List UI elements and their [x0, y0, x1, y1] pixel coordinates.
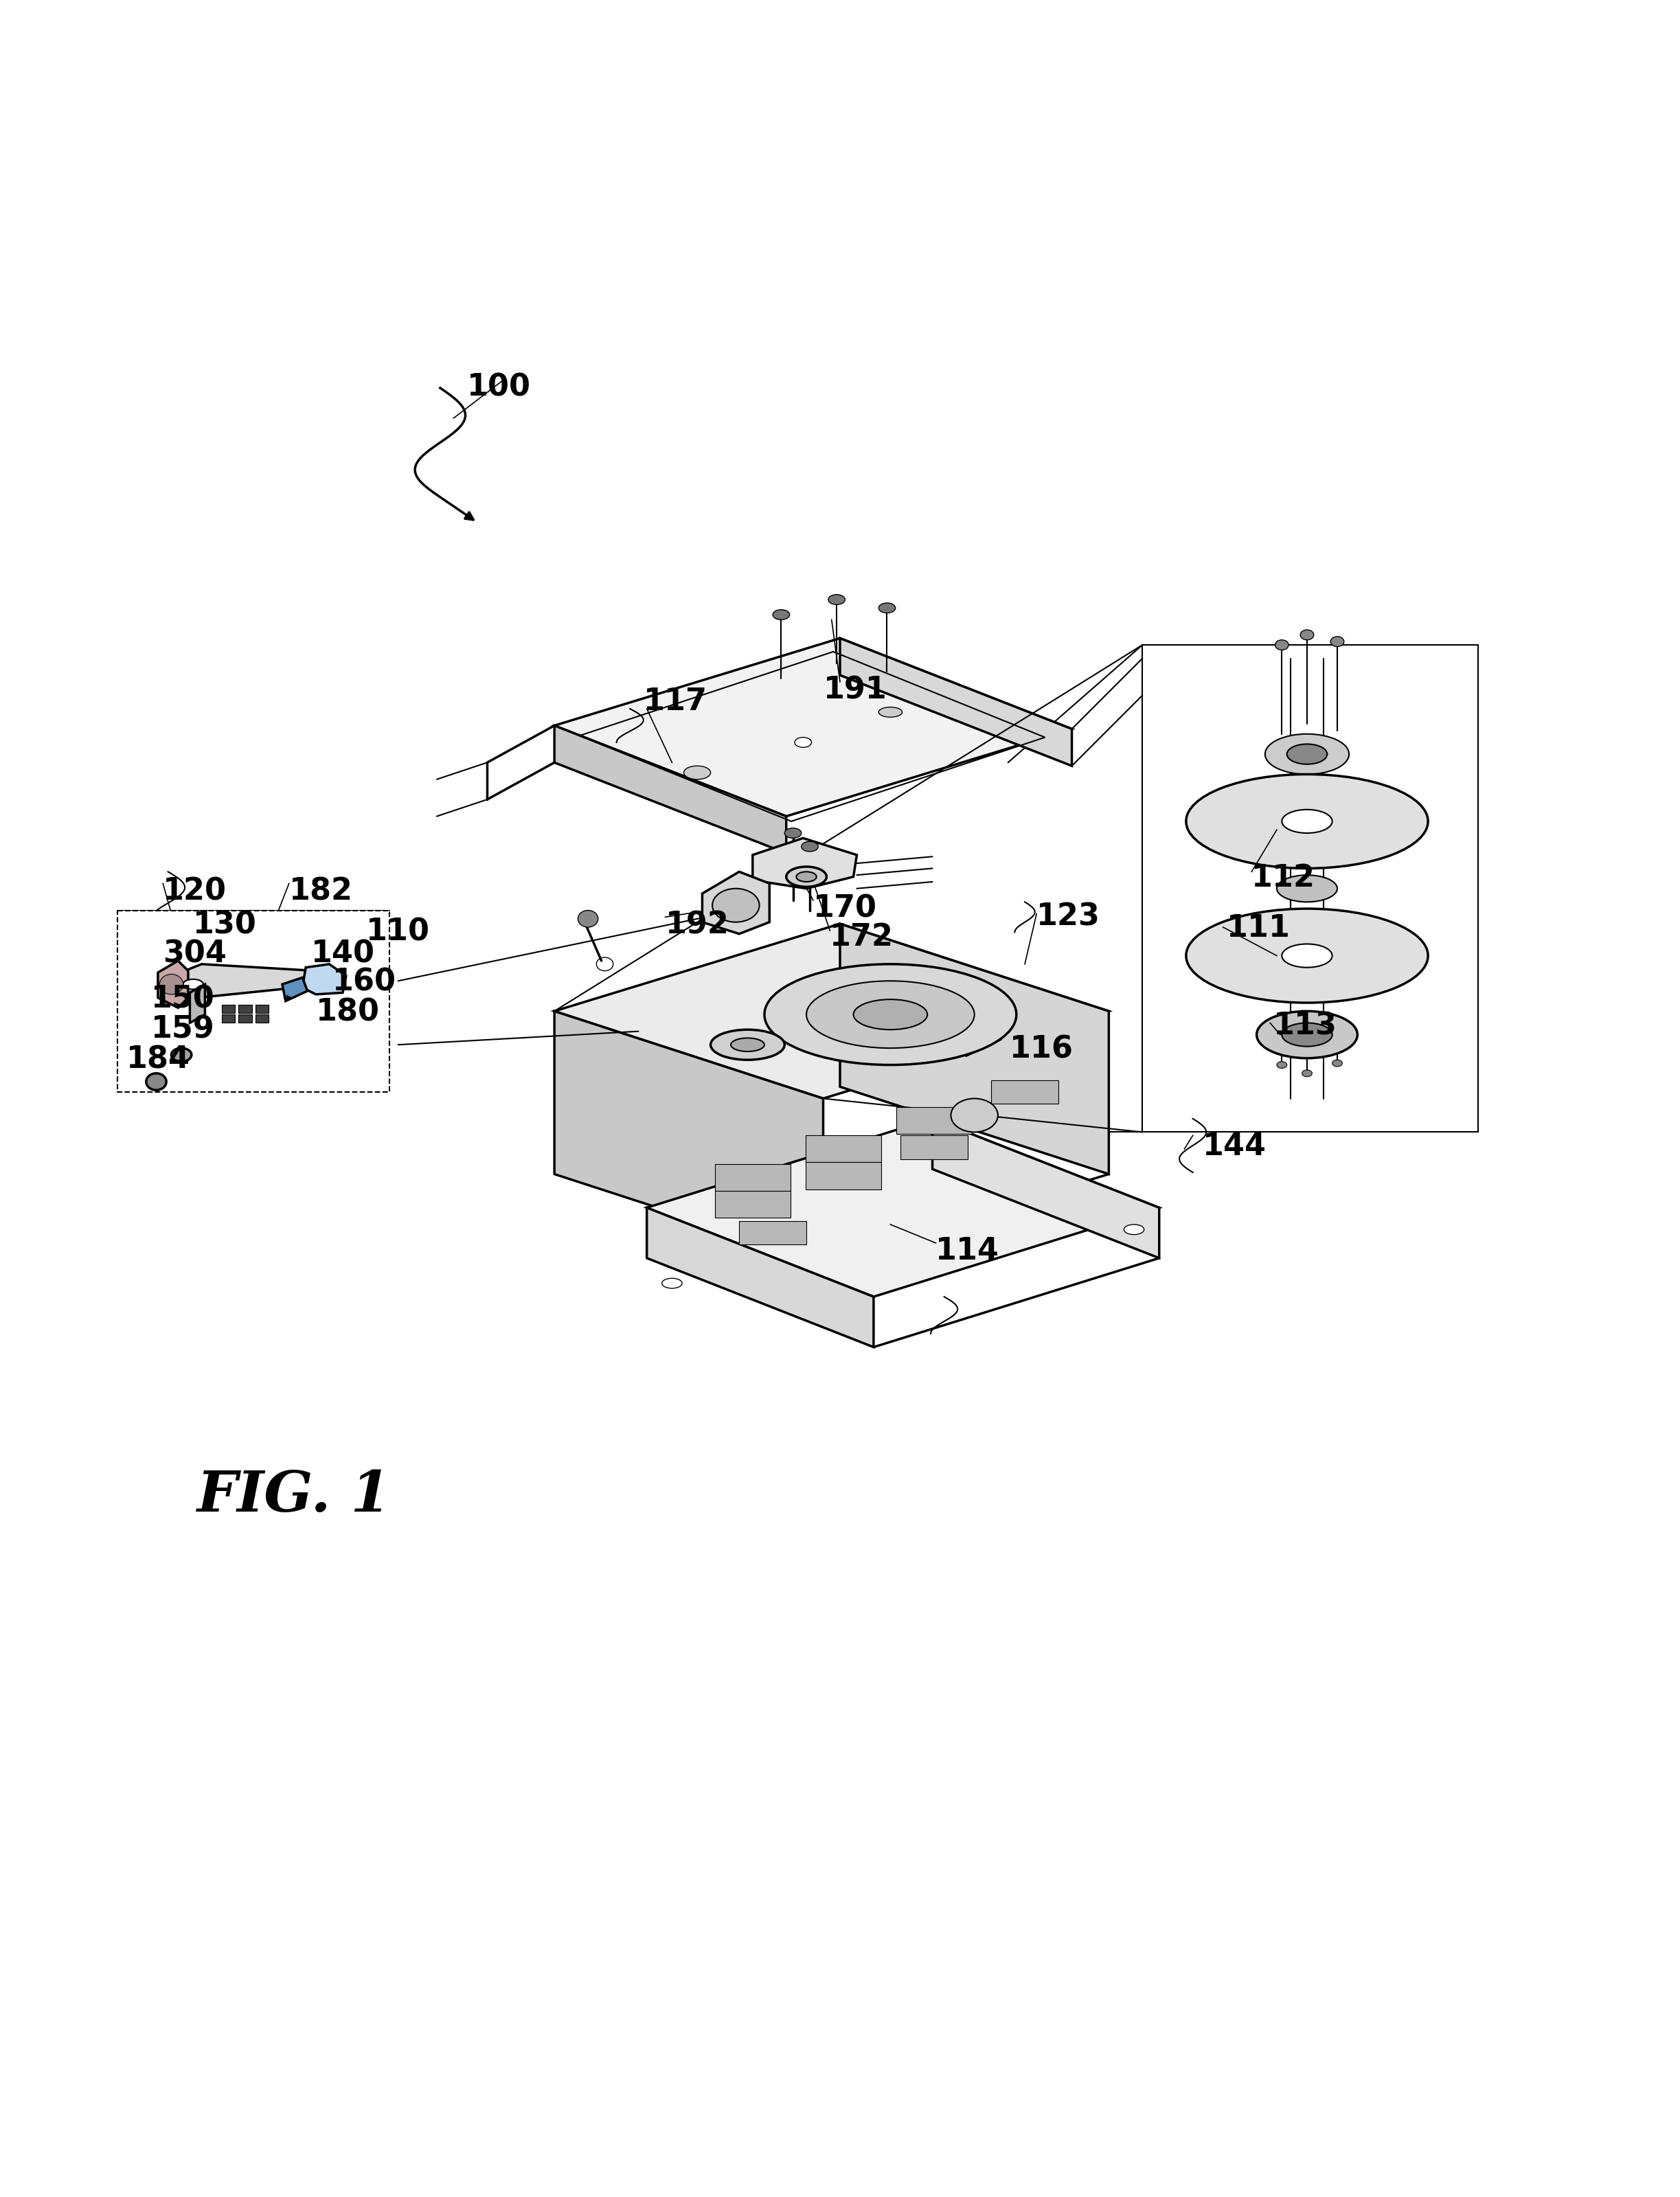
Bar [716, 1191, 790, 1217]
Text: 192: 192 [665, 910, 729, 940]
Text: 123: 123 [1037, 903, 1100, 932]
Ellipse shape [773, 609, 790, 620]
Ellipse shape [1277, 874, 1337, 903]
Polygon shape [753, 837, 857, 888]
Bar [255, 1015, 269, 1024]
Ellipse shape [853, 1000, 927, 1030]
Text: 100: 100 [467, 373, 531, 402]
Bar [806, 1162, 880, 1189]
Bar [1142, 646, 1478, 1131]
Text: 191: 191 [823, 674, 887, 705]
Ellipse shape [684, 767, 711, 780]
Bar [255, 1004, 269, 1013]
Ellipse shape [1265, 734, 1349, 773]
Polygon shape [647, 1208, 874, 1347]
Polygon shape [158, 960, 188, 1008]
Ellipse shape [764, 964, 1016, 1066]
Text: 184: 184 [126, 1046, 190, 1074]
Text: 120: 120 [163, 877, 227, 907]
Ellipse shape [1287, 745, 1327, 765]
Ellipse shape [951, 1098, 998, 1131]
Text: 182: 182 [289, 877, 353, 907]
Bar [991, 1081, 1058, 1103]
Text: 144: 144 [1203, 1131, 1267, 1162]
Ellipse shape [1282, 945, 1332, 967]
Polygon shape [647, 1118, 1159, 1296]
Ellipse shape [1300, 631, 1314, 639]
Text: 117: 117 [643, 688, 707, 716]
Ellipse shape [1186, 910, 1428, 1002]
Text: 110: 110 [366, 916, 430, 947]
Bar [806, 1136, 880, 1162]
Ellipse shape [879, 707, 902, 716]
Ellipse shape [796, 872, 816, 881]
Ellipse shape [1257, 1011, 1357, 1059]
Polygon shape [181, 964, 316, 997]
Ellipse shape [1331, 637, 1344, 646]
Bar [222, 1004, 235, 1013]
Text: FIG. 1: FIG. 1 [197, 1468, 391, 1523]
Bar [118, 910, 390, 1092]
Text: 304: 304 [163, 938, 227, 969]
Ellipse shape [731, 1037, 764, 1052]
Ellipse shape [711, 1030, 785, 1059]
Ellipse shape [795, 738, 811, 747]
Text: 130: 130 [193, 910, 257, 940]
Ellipse shape [183, 980, 203, 989]
Ellipse shape [786, 866, 827, 888]
Polygon shape [554, 923, 1109, 1098]
Polygon shape [190, 984, 205, 1024]
Text: 112: 112 [1252, 863, 1315, 892]
Polygon shape [282, 978, 307, 1002]
Text: 180: 180 [316, 997, 380, 1028]
Text: 150: 150 [151, 984, 215, 1013]
Ellipse shape [785, 828, 801, 837]
Ellipse shape [578, 910, 598, 927]
Ellipse shape [1275, 639, 1289, 650]
Ellipse shape [879, 602, 895, 613]
Ellipse shape [1124, 1224, 1144, 1235]
Ellipse shape [806, 980, 974, 1048]
Ellipse shape [801, 841, 818, 852]
Polygon shape [702, 872, 769, 934]
Text: 111: 111 [1226, 914, 1290, 943]
Polygon shape [554, 725, 786, 852]
Ellipse shape [171, 1048, 192, 1061]
Polygon shape [554, 637, 1072, 817]
Ellipse shape [160, 973, 183, 995]
Polygon shape [840, 923, 1109, 1173]
Ellipse shape [171, 973, 215, 995]
Bar [239, 1015, 252, 1024]
Bar [222, 1015, 235, 1024]
Ellipse shape [146, 1074, 166, 1090]
Ellipse shape [1277, 1061, 1287, 1068]
Text: 114: 114 [936, 1237, 1000, 1265]
Text: 113: 113 [1273, 1011, 1337, 1041]
Text: 172: 172 [830, 923, 894, 951]
Bar [897, 1107, 973, 1134]
Ellipse shape [1332, 1059, 1342, 1066]
Ellipse shape [1282, 808, 1332, 833]
Ellipse shape [712, 888, 759, 923]
Text: 116: 116 [1010, 1035, 1074, 1063]
Text: 170: 170 [813, 894, 877, 923]
Ellipse shape [1186, 773, 1428, 868]
Bar [900, 1136, 968, 1160]
Bar [239, 1004, 252, 1013]
Ellipse shape [1302, 1070, 1312, 1077]
Polygon shape [554, 1011, 823, 1261]
Text: 160: 160 [333, 967, 396, 997]
Ellipse shape [1282, 1024, 1332, 1046]
Text: 159: 159 [151, 1015, 215, 1044]
Polygon shape [932, 1118, 1159, 1259]
Bar [739, 1222, 806, 1246]
Bar [716, 1164, 790, 1191]
Polygon shape [302, 964, 346, 995]
Text: 140: 140 [311, 938, 375, 969]
Ellipse shape [828, 595, 845, 604]
Polygon shape [840, 637, 1072, 767]
Ellipse shape [662, 1279, 682, 1287]
